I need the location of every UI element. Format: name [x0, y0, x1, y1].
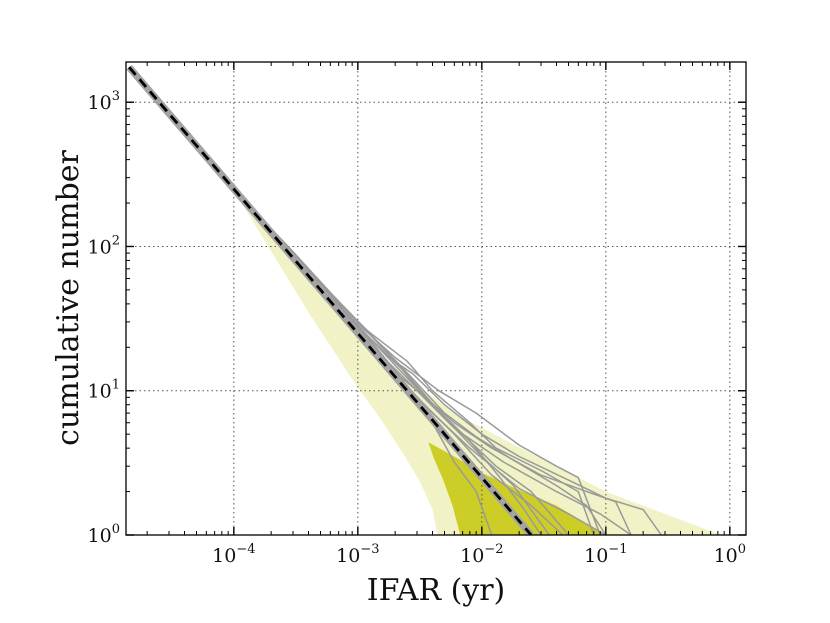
y-tick-label-2: 102: [88, 233, 120, 258]
y-tick-label-3: 103: [88, 89, 120, 114]
ticks: [126, 62, 746, 536]
x-axis-title: IFAR (yr): [367, 573, 506, 608]
x-tick-label-1: 10−3: [336, 542, 379, 567]
expected-dashed-line: [128, 66, 533, 535]
y-axis-title: cumulative number: [51, 150, 86, 446]
x-tick-labels: 10−4 10−3 10−2 10−1 100: [212, 542, 746, 567]
realization-curves: [128, 66, 662, 535]
x-tick-label-4: 100: [714, 542, 746, 567]
series-line-12: [233, 188, 601, 535]
y-tick-label-1: 101: [88, 378, 120, 403]
x-tick-label-3: 10−1: [584, 542, 627, 567]
plot-frame: [125, 61, 747, 536]
y-tick-label-0: 100: [88, 522, 120, 547]
band-inner: [428, 442, 606, 535]
y-tick-labels: 100 101 102 103: [88, 89, 120, 547]
expected-background: [126, 64, 534, 535]
confidence-bands: [129, 67, 722, 535]
x-tick-label-2: 10−2: [460, 542, 503, 567]
x-tick-label-0: 10−4: [212, 542, 255, 567]
band-outer: [129, 67, 722, 535]
